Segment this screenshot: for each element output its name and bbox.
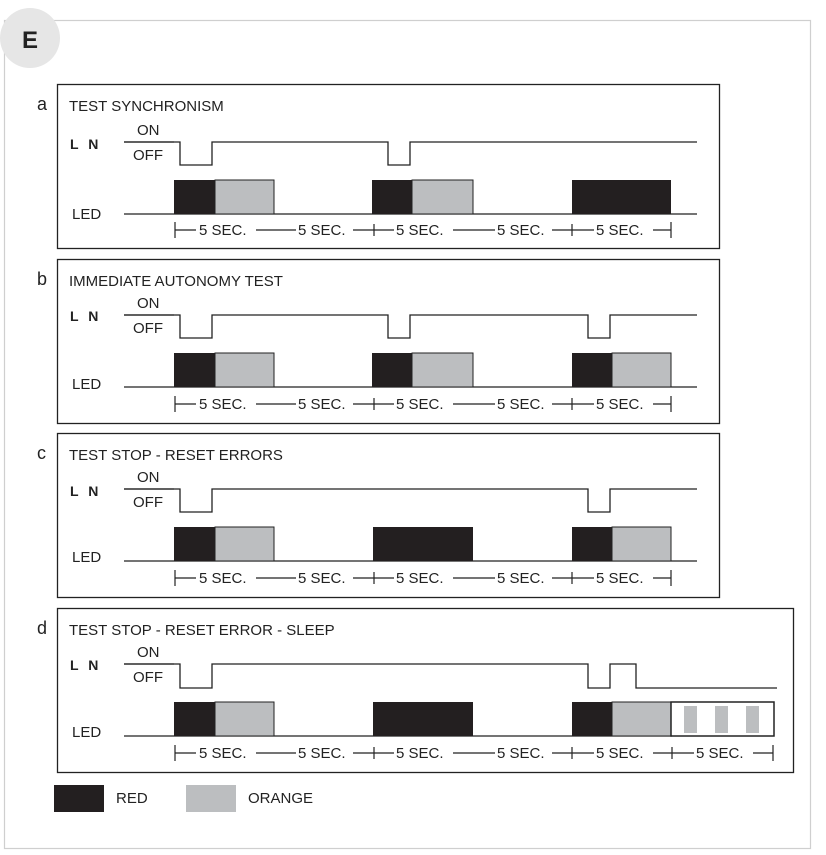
legend-red-swatch	[54, 785, 104, 812]
panel-c-led-red-3	[572, 527, 612, 561]
panel-a-led-orange-1	[215, 180, 274, 214]
panel-c-ln-signal	[124, 489, 697, 512]
panel-b-interval-2: 5 SEC.	[298, 396, 346, 413]
panel-c-led-label: LED	[72, 549, 101, 566]
panel-c-on-label: ON	[137, 469, 160, 486]
panel-d-interval-2: 5 SEC.	[298, 745, 346, 762]
panel-a-led-label: LED	[72, 206, 101, 223]
panel-c-title: TEST STOP - RESET ERRORS	[69, 447, 283, 464]
panel-c-led-orange-3	[612, 527, 671, 561]
panel-b-led-label: LED	[72, 376, 101, 393]
panel-a-letter: a	[37, 94, 48, 114]
figure-badge: E	[22, 27, 38, 54]
panel-d-interval-5: 5 SEC.	[596, 745, 644, 762]
panel-b-letter: b	[37, 269, 47, 289]
panel-d: d TEST STOP - RESET ERROR - SLEEP L N ON…	[37, 618, 777, 762]
panel-a: a TEST SYNCHRONISM L N ON OFF LED 5 SEC.…	[37, 94, 697, 239]
panel-d-title: TEST STOP - RESET ERROR - SLEEP	[69, 622, 335, 639]
panel-a-led-orange-2	[412, 180, 473, 214]
panel-c-interval-1: 5 SEC.	[199, 570, 247, 587]
panel-a-ln-label: L N	[70, 136, 101, 152]
panel-b-on-label: ON	[137, 295, 160, 312]
panel-c-interval-2: 5 SEC.	[298, 570, 346, 587]
panel-c-letter: c	[37, 443, 46, 463]
panel-d-led-striped-block	[671, 702, 774, 736]
panel-d-led-red-3	[572, 702, 612, 736]
panel-a-led-red-2	[372, 180, 412, 214]
panel-d-interval-4: 5 SEC.	[497, 745, 545, 762]
panel-b-interval-1: 5 SEC.	[199, 396, 247, 413]
panel-a-interval-2: 5 SEC.	[298, 222, 346, 239]
panel-a-title: TEST SYNCHRONISM	[69, 98, 224, 115]
panel-a-interval-3: 5 SEC.	[396, 222, 444, 239]
panel-c-interval-5: 5 SEC.	[596, 570, 644, 587]
panel-a-on-label: ON	[137, 122, 160, 139]
panel-b-led-orange-2	[412, 353, 473, 387]
panel-a-interval-5: 5 SEC.	[596, 222, 644, 239]
panel-d-led-orange-3	[612, 702, 671, 736]
panel-a-ln-signal	[124, 142, 697, 165]
panel-c-led-red-1	[174, 527, 215, 561]
panel-c-interval-4: 5 SEC.	[497, 570, 545, 587]
panel-d-ln-signal	[124, 664, 777, 688]
panel-c-interval-3: 5 SEC.	[396, 570, 444, 587]
panel-d-led-red-1	[174, 702, 215, 736]
panel-a-led-red-3	[572, 180, 671, 214]
panel-b: b IMMEDIATE AUTONOMY TEST L N ON OFF LED…	[37, 269, 697, 413]
panel-c-off-label: OFF	[133, 494, 163, 511]
legend-orange-label: ORANGE	[248, 790, 313, 807]
panel-d-interval-ruler	[175, 745, 773, 761]
panel-b-led-red-3	[572, 353, 612, 387]
panel-d-on-label: ON	[137, 644, 160, 661]
panel-d-led-red-2	[373, 702, 473, 736]
panel-a-off-label: OFF	[133, 147, 163, 164]
panel-b-interval-5: 5 SEC.	[596, 396, 644, 413]
panel-d-led-orange-1	[215, 702, 274, 736]
panel-d-ln-label: L N	[70, 657, 101, 673]
panel-b-off-label: OFF	[133, 320, 163, 337]
panel-b-ln-signal	[124, 315, 697, 338]
panel-b-led-red-2	[372, 353, 412, 387]
panel-c-led-orange-1	[215, 527, 274, 561]
panel-d-interval-1: 5 SEC.	[199, 745, 247, 762]
panel-d-letter: d	[37, 618, 47, 638]
panel-b-title: IMMEDIATE AUTONOMY TEST	[69, 273, 283, 290]
panel-d-interval-6: 5 SEC.	[696, 745, 744, 762]
legend-orange-swatch	[186, 785, 236, 812]
panel-b-led-orange-3	[612, 353, 671, 387]
panel-b-interval-3: 5 SEC.	[396, 396, 444, 413]
panel-d-off-label: OFF	[133, 669, 163, 686]
panel-b-led-orange-1	[215, 353, 274, 387]
panel-b-ln-label: L N	[70, 308, 101, 324]
legend: RED ORANGE	[54, 785, 313, 812]
panel-d-led-label: LED	[72, 724, 101, 741]
panel-c: c TEST STOP - RESET ERRORS L N ON OFF LE…	[37, 443, 697, 587]
panel-b-led-red-1	[174, 353, 215, 387]
panel-d-interval-3: 5 SEC.	[396, 745, 444, 762]
legend-red-label: RED	[116, 790, 148, 807]
panel-a-interval-1: 5 SEC.	[199, 222, 247, 239]
panel-a-led-red-1	[174, 180, 215, 214]
panel-c-led-red-2	[373, 527, 473, 561]
panel-a-interval-4: 5 SEC.	[497, 222, 545, 239]
panel-c-ln-label: L N	[70, 483, 101, 499]
panel-b-interval-4: 5 SEC.	[497, 396, 545, 413]
